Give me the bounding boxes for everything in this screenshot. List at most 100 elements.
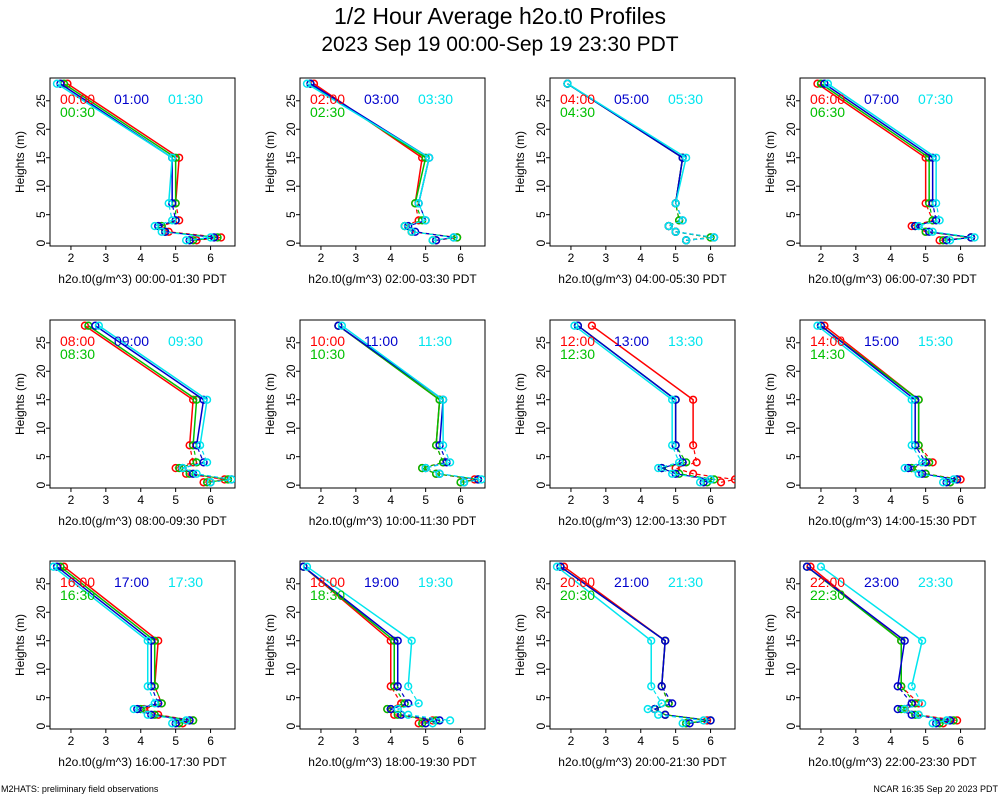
y-tick-label: 5 <box>534 694 548 701</box>
data-point <box>302 79 312 88</box>
plot-frame <box>49 77 236 247</box>
data-point <box>227 475 235 484</box>
data-point <box>206 233 215 242</box>
data-point <box>421 463 430 473</box>
legend-entry: 05:00 <box>614 91 649 107</box>
profile-line-lower <box>902 444 954 483</box>
y-axis-label: Heights (m) <box>13 131 27 193</box>
y-tick-label: 25 <box>784 94 798 108</box>
data-point <box>202 478 212 487</box>
data-point <box>195 441 205 450</box>
x-tick-label: 6 <box>707 734 714 748</box>
x-tick-label: 5 <box>422 251 429 265</box>
data-point <box>671 199 680 208</box>
data-point <box>94 321 104 330</box>
y-tick-label: 15 <box>784 151 798 165</box>
y-tick-label: 15 <box>34 393 48 407</box>
data-point <box>900 463 909 473</box>
data-point <box>425 153 434 162</box>
profile-line <box>816 325 913 446</box>
data-point <box>816 562 826 571</box>
data-point <box>178 463 187 473</box>
legend-entry: 17:30 <box>168 574 203 590</box>
data-point <box>907 682 916 691</box>
profile-panel: 2 3 4 5 6 0 5 10 15 20 25 h2o.t0(g/m^3) 12:00-13:30… <box>513 319 736 528</box>
x-tick-label: 6 <box>707 493 714 507</box>
x-tick-label: 2 <box>818 493 825 507</box>
x-tick-label: 3 <box>353 734 360 748</box>
y-tick-label: 25 <box>284 336 298 350</box>
data-point <box>192 441 201 450</box>
y-axis-label: Heights (m) <box>763 131 777 193</box>
data-point <box>438 441 448 450</box>
y-tick-label: 15 <box>534 634 548 648</box>
x-tick-label: 2 <box>318 493 325 507</box>
x-tick-label: 2 <box>318 734 325 748</box>
y-tick-label: 15 <box>34 634 48 648</box>
y-tick-label: 0 <box>784 239 798 246</box>
y-tick-label: 0 <box>534 239 548 246</box>
x-tick-label: 5 <box>672 493 679 507</box>
profile-line <box>53 566 149 687</box>
x-tick-label: 2 <box>568 251 575 265</box>
profile-line <box>820 566 924 687</box>
data-point <box>150 221 159 231</box>
data-point <box>202 395 212 404</box>
data-point <box>931 153 941 162</box>
y-tick-label: 5 <box>534 211 548 218</box>
x-tick-label: 6 <box>207 251 214 265</box>
data-point <box>918 699 927 708</box>
data-point <box>428 236 437 245</box>
footer-timestamp: NCAR 16:35 Sep 20 2023 PDT <box>873 784 998 794</box>
data-point <box>699 716 708 725</box>
profile-line-lower <box>659 445 713 483</box>
y-tick-label: 0 <box>284 239 298 246</box>
data-point <box>570 321 579 330</box>
legend-entry: 07:00 <box>864 91 899 107</box>
x-tick-label: 5 <box>172 251 179 265</box>
x-tick-label: 4 <box>887 251 894 265</box>
legend-entry: 16:00 <box>60 574 95 590</box>
x-tick-label: 2 <box>68 251 75 265</box>
data-point <box>931 199 941 208</box>
data-point <box>692 458 701 467</box>
x-tick-label: 4 <box>637 734 644 748</box>
data-point <box>143 710 152 719</box>
data-point <box>668 395 677 404</box>
data-point <box>647 682 656 691</box>
profile-panel: 2 3 4 5 6 0 5 10 15 20 25 h2o.t0(g/m^3) 00:00-01:30… <box>13 77 236 286</box>
profile-line <box>567 83 687 204</box>
data-point <box>133 704 142 714</box>
x-tick-label: 5 <box>672 734 679 748</box>
data-point <box>643 704 652 714</box>
profile-line <box>573 325 673 446</box>
y-tick-label: 0 <box>284 481 298 488</box>
data-point <box>393 636 402 645</box>
y-tick-label: 10 <box>34 421 48 435</box>
x-tick-label: 5 <box>922 493 929 507</box>
data-point <box>438 395 448 404</box>
data-point <box>418 719 427 728</box>
y-tick-label: 15 <box>534 151 548 165</box>
x-tick-label: 6 <box>957 493 964 507</box>
data-point <box>942 716 951 725</box>
data-point <box>918 636 927 645</box>
data-point <box>456 478 465 487</box>
x-tick-label: 3 <box>103 251 110 265</box>
y-axis-label: Heights (m) <box>13 373 27 435</box>
data-point <box>657 699 666 708</box>
data-point <box>393 710 402 719</box>
data-point <box>552 562 562 571</box>
profile-panel: 2 3 4 5 6 0 5 10 15 20 25 h2o.t0(g/m^3) 04:00-05:30… <box>513 77 736 286</box>
legend-entry: 09:00 <box>114 333 149 349</box>
legend-entry: 02:30 <box>310 104 345 120</box>
legend-entry: 18:30 <box>310 587 345 603</box>
data-point <box>435 716 444 725</box>
y-axis-label: Heights (m) <box>513 614 527 676</box>
plot-frame <box>799 319 986 489</box>
legend-entry: 14:30 <box>810 346 845 362</box>
x-tick-label: 6 <box>457 251 464 265</box>
data-point <box>418 463 427 473</box>
x-tick-label: 5 <box>922 251 929 265</box>
